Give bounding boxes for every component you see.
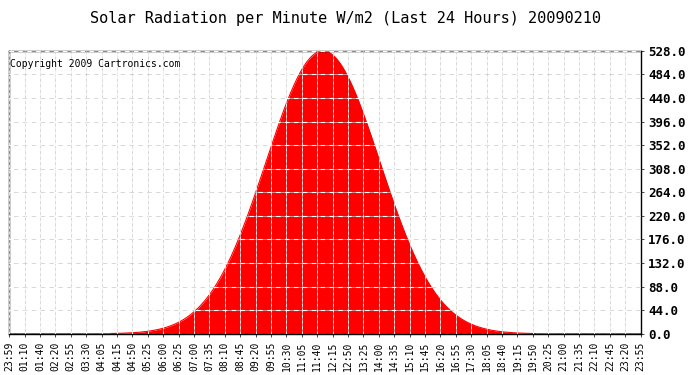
Text: Copyright 2009 Cartronics.com: Copyright 2009 Cartronics.com xyxy=(10,59,181,69)
Text: Solar Radiation per Minute W/m2 (Last 24 Hours) 20090210: Solar Radiation per Minute W/m2 (Last 24… xyxy=(90,11,600,26)
